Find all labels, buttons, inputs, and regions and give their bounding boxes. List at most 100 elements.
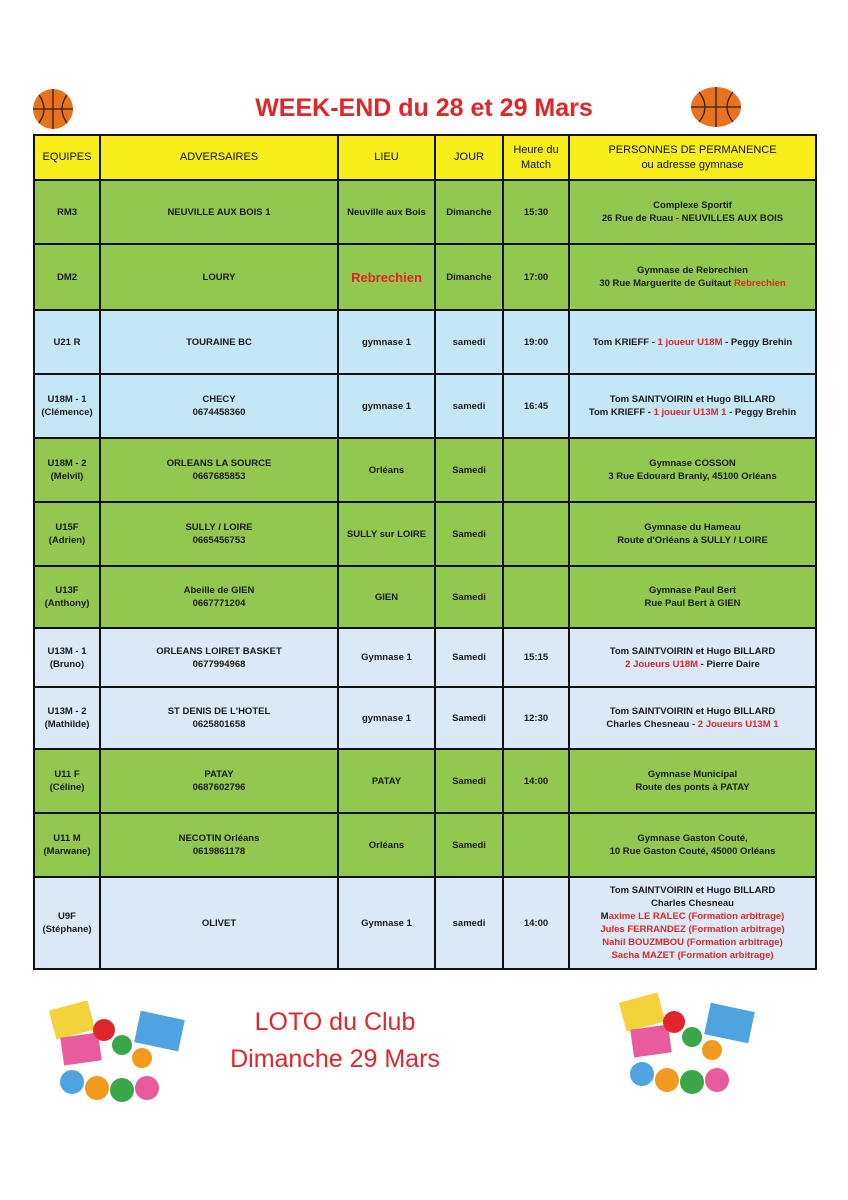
staff-text: Route d'Orléans à SULLY / LOIRE xyxy=(617,535,768,546)
loto-illustration xyxy=(48,1000,185,1102)
staff-cell: Tom SAINTVOIRIN et Hugo BILLARD Tom KRIEF… xyxy=(568,373,817,439)
staff-text: Gymnase Municipal xyxy=(647,769,738,780)
table-row: U13F (Anthony) Abeille de GIEN 0667771204 GI… xyxy=(33,565,817,629)
time-cell: 14:00 xyxy=(502,748,570,814)
time-cell xyxy=(502,501,570,567)
table-row: U9F (Stéphane) OLIVET Gymnase 1 samedi 14:00 T… xyxy=(33,876,817,970)
venue-cell: PATAY xyxy=(337,748,436,814)
staff-line: Tom KRIEFF - 1 joueur U18M - Peggy Brehi… xyxy=(572,336,813,349)
venue-cell: Gymnase 1 xyxy=(337,627,436,688)
day-cell: samedi xyxy=(434,373,504,439)
venue-cell: gymnase 1 xyxy=(337,686,436,750)
staff-text: 3 Rue Edouard Branly, 45100 Orléans xyxy=(608,471,777,482)
staff-text: Jules FERRANDEZ (Formation arbitrage) xyxy=(600,924,785,935)
staff-text: - Peggy Brehin xyxy=(726,407,797,418)
staff-text: Tom SAINTVOIRIN et Hugo BILLARD xyxy=(609,885,776,896)
staff-line: Charles Chesneau - 2 Joueurs U13M 1 xyxy=(572,718,813,731)
loto-illustration xyxy=(618,992,755,1094)
staff-text: 10 Rue Gaston Couté, 45000 Orléans xyxy=(609,846,776,857)
staff-cell: Gymnase de Rebrechien 30 Rue Marguerite d… xyxy=(568,243,817,311)
equipe-line: RM3 xyxy=(56,206,78,218)
opponent-cell: OLIVET xyxy=(99,876,339,970)
table-row: DM2 LOURY Rebrechien Dimanche 17:00 Gymnase d… xyxy=(33,243,817,311)
opponent-cell: ORLEANS LOIRET BASKET 0677994968 xyxy=(99,627,339,688)
day-cell: Samedi xyxy=(434,627,504,688)
team-cell: U13M - 2 (Mathilde) xyxy=(33,686,101,750)
column-header: EQUIPES xyxy=(33,134,101,181)
time-cell: 14:00 xyxy=(502,876,570,970)
table-row: U18M - 2 (Melvil) ORLEANS LA SOURCE 0667685… xyxy=(33,437,817,503)
staff-text: Gymnase Gaston Couté, xyxy=(637,833,748,844)
header-line: JOUR xyxy=(454,151,484,163)
column-header: Heure du Match xyxy=(502,134,570,181)
opponent-cell: ST DENIS DE L'HOTEL 0625801658 xyxy=(99,686,339,750)
staff-line: 3 Rue Edouard Branly, 45100 Orléans xyxy=(572,470,813,483)
loto-date: Dimanche 29 Mars xyxy=(230,1045,440,1073)
opponent-cell: LOURY xyxy=(99,243,339,311)
adversaire-line: 0665456753 xyxy=(192,535,246,546)
staff-line: Complexe Sportif xyxy=(572,199,813,212)
opponent-cell: PATAY 0687602796 xyxy=(99,748,339,814)
team-cell: U9F (Stéphane) xyxy=(33,876,101,970)
staff-line: Tom SAINTVOIRIN et Hugo BILLARD xyxy=(572,705,813,718)
table-row: U15F (Adrien) SULLY / LOIRE 0665456753 SULLY… xyxy=(33,501,817,567)
team-cell: U11 M (Marwane) xyxy=(33,812,101,878)
staff-cell: Gymnase COSSON 3 Rue Edouard Branly, 4510… xyxy=(568,437,817,503)
time-cell: 15:30 xyxy=(502,179,570,245)
staff-text: Charles Chesneau - xyxy=(606,719,698,730)
staff-cell: Tom SAINTVOIRIN et Hugo BILLARD 2 Joueurs… xyxy=(568,627,817,688)
adversaire-line: NEUVILLE AUX BOIS 1 xyxy=(167,206,271,218)
team-cell: U13M - 1 (Bruno) xyxy=(33,627,101,688)
staff-text: Tom SAINTVOIRIN et Hugo BILLARD xyxy=(609,394,776,405)
equipe-line: (Melvil) xyxy=(50,471,84,482)
staff-text: 26 Rue de Ruau - NEUVILLES AUX BOIS xyxy=(601,213,784,224)
staff-text: Gymnase de Rebrechien xyxy=(637,265,748,276)
venue-cell: gymnase 1 xyxy=(337,309,436,375)
equipe-line: (Marwane) xyxy=(43,846,91,857)
equipe-line: U18M - 1 xyxy=(47,394,87,405)
opponent-cell: TOURAINE BC xyxy=(99,309,339,375)
equipe-line: (Bruno) xyxy=(49,658,85,670)
opponent-cell: CHECY 0674458360 xyxy=(99,373,339,439)
day-cell: Samedi xyxy=(434,812,504,878)
staff-line: Tom SAINTVOIRIN et Hugo BILLARD xyxy=(572,393,813,406)
staff-line: 10 Rue Gaston Couté, 45000 Orléans xyxy=(572,845,813,858)
adversaire-line: ST DENIS DE L'HOTEL xyxy=(167,706,271,717)
staff-text: Tom SAINTVOIRIN et Hugo BILLARD xyxy=(609,706,776,717)
staff-cell: Gymnase du Hameau Route d'Orléans à SULLY… xyxy=(568,501,817,567)
staff-text: Rue Paul Bert à GIEN xyxy=(644,598,741,609)
adversaire-line: 0674458360 xyxy=(192,407,246,418)
team-cell: DM2 xyxy=(33,243,101,311)
header-line: ou adresse gymnase xyxy=(641,158,744,171)
equipe-line: U15F xyxy=(55,522,79,533)
team-cell: U11 F (Céline) xyxy=(33,748,101,814)
adversaire-line: PATAY xyxy=(204,769,234,780)
column-header: ADVERSAIRES xyxy=(99,134,339,181)
staff-text: Gymnase COSSON xyxy=(649,458,736,469)
equipe-line: (Céline) xyxy=(49,782,85,793)
table-row: RM3 NEUVILLE AUX BOIS 1 Neuville aux Bois D… xyxy=(33,179,817,245)
venue-cell: Orléans xyxy=(337,437,436,503)
time-cell xyxy=(502,565,570,629)
basketball-icon xyxy=(691,87,741,127)
staff-line: Rue Paul Bert à GIEN xyxy=(572,597,813,610)
staff-line: 30 Rue Marguerite de Guitaut Rebrechien xyxy=(572,277,813,290)
venue-cell: Gymnase 1 xyxy=(337,876,436,970)
table-row: U11 F (Céline) PATAY 0687602796 PATAY Samedi 1… xyxy=(33,748,817,814)
equipe-line: DM2 xyxy=(56,271,78,283)
staff-cell: Gymnase Gaston Couté, 10 Rue Gaston Couté… xyxy=(568,812,817,878)
column-header: LIEU xyxy=(337,134,436,181)
staff-text: - Peggy Brehin xyxy=(722,336,793,348)
column-header: JOUR xyxy=(434,134,504,181)
staff-cell: Tom SAINTVOIRIN et Hugo BILLARD Charles C… xyxy=(568,876,817,970)
staff-line: Tom SAINTVOIRIN et Hugo BILLARD xyxy=(572,645,813,658)
staff-line: Maxime LE RALEC (Formation arbitrage) xyxy=(572,910,813,923)
staff-line: Route d'Orléans à SULLY / LOIRE xyxy=(572,534,813,547)
day-cell: Samedi xyxy=(434,437,504,503)
staff-line: Sacha MAZET (Formation arbitrage) xyxy=(572,949,813,962)
equipe-line: U11 F xyxy=(54,769,80,780)
staff-text: Rebrechien xyxy=(733,278,786,289)
staff-text: Complexe Sportif xyxy=(653,200,732,211)
time-cell: 16:45 xyxy=(502,373,570,439)
